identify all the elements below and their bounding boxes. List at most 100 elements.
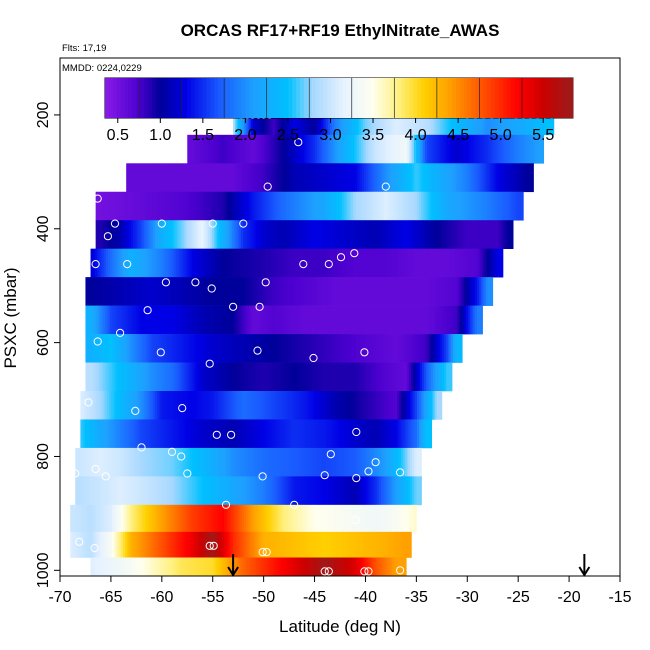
heatmap-cell	[374, 447, 378, 477]
heatmap-cell	[241, 305, 245, 335]
heatmap-cell	[204, 248, 208, 278]
heatmap-cell	[230, 334, 234, 363]
heatmap-cell	[387, 557, 391, 577]
heatmap-cell	[380, 107, 384, 136]
heatmap-cell	[265, 419, 268, 449]
heatmap-cell	[85, 362, 89, 392]
heatmap-cell	[137, 419, 141, 449]
heatmap-cell	[390, 391, 394, 420]
heatmap-cell	[288, 134, 292, 164]
heatmap-cell	[332, 248, 336, 278]
heatmap-cell	[348, 191, 352, 221]
heatmap-cell	[422, 305, 425, 335]
heatmap-cell	[312, 476, 316, 506]
heatmap-cell	[266, 557, 270, 577]
heatmap-cell	[252, 277, 256, 306]
heatmap-cell	[481, 277, 485, 306]
heatmap-cell	[235, 447, 239, 477]
heatmap-cell	[330, 557, 333, 577]
heatmap-cell	[357, 220, 361, 249]
heatmap-cell	[239, 277, 243, 306]
heatmap-cell	[114, 476, 118, 506]
heatmap-cell	[228, 305, 232, 335]
heatmap-cell	[270, 557, 274, 577]
heatmap-cell	[292, 557, 296, 577]
heatmap-cell	[356, 334, 359, 363]
heatmap-cell	[425, 163, 428, 193]
colorbar-segment	[112, 78, 118, 118]
flights-note: Flts: 17,19	[62, 43, 106, 54]
heatmap-cell	[456, 191, 460, 221]
heatmap-cell	[323, 504, 326, 533]
heatmap-cell	[166, 504, 170, 533]
heatmap-cell	[349, 504, 353, 533]
heatmap-cell	[166, 391, 169, 420]
sample-point	[208, 219, 217, 228]
heatmap-cell	[374, 248, 377, 278]
heatmap-cell	[213, 305, 216, 335]
heatmap-cell	[312, 334, 315, 363]
heatmap-cell	[205, 476, 208, 506]
heatmap-cell	[309, 220, 312, 249]
heatmap-cell	[100, 277, 104, 306]
heatmap-cell	[260, 220, 264, 249]
heatmap-cell	[135, 391, 138, 420]
y-tick-label: 800	[35, 443, 52, 470]
heatmap-cell	[376, 134, 380, 164]
heatmap-cell	[419, 334, 423, 363]
heatmap-cell	[126, 191, 130, 221]
heatmap-cell	[237, 557, 241, 577]
heatmap-cell	[459, 277, 463, 306]
heatmap-cell	[304, 220, 308, 249]
heatmap-cell	[427, 391, 431, 420]
heatmap-cell	[301, 476, 305, 506]
heatmap-cell	[350, 191, 354, 221]
colorbar-segment	[448, 78, 453, 118]
heatmap-cell	[307, 305, 311, 335]
heatmap-cell	[367, 531, 370, 558]
heatmap-cell	[453, 134, 457, 164]
heatmap-cell	[518, 191, 521, 221]
heatmap-cell	[299, 134, 303, 164]
heatmap-cell	[335, 191, 339, 221]
heatmap-cell	[181, 391, 185, 420]
heatmap-cell	[307, 277, 311, 306]
heatmap-cell	[312, 362, 315, 392]
heatmap-cell	[136, 531, 139, 558]
heatmap-cell	[269, 191, 273, 221]
heatmap-cell	[331, 504, 335, 533]
heatmap-cell	[327, 531, 331, 558]
heatmap-cell	[373, 362, 377, 392]
heatmap-cell	[143, 476, 147, 506]
heatmap-cell	[393, 334, 397, 363]
heatmap-cell	[337, 419, 341, 449]
heatmap-cell	[164, 305, 168, 335]
heatmap-cell	[248, 134, 252, 164]
heatmap-cell	[346, 391, 350, 420]
heatmap-cell	[500, 191, 504, 221]
heatmap-cell	[259, 504, 262, 533]
heatmap-cell	[290, 476, 294, 506]
heatmap-cell	[246, 557, 250, 577]
heatmap-cell	[111, 220, 114, 249]
heatmap-cell	[70, 531, 73, 558]
heatmap-cell	[271, 419, 275, 449]
heatmap-cell	[336, 134, 340, 164]
heatmap-cell	[375, 362, 379, 392]
y-tick-label: 1000	[35, 552, 52, 588]
heatmap-cell	[394, 447, 397, 477]
heatmap-cell	[150, 476, 153, 506]
heatmap-cell	[229, 191, 233, 221]
heatmap-cell	[200, 476, 204, 506]
heatmap-cell	[354, 447, 358, 477]
heatmap-cell	[352, 163, 356, 193]
heatmap-cell	[254, 334, 258, 363]
heatmap-cell	[127, 334, 130, 363]
heatmap-cell	[443, 220, 446, 249]
heatmap-cell	[473, 248, 476, 278]
heatmap-cell	[477, 134, 481, 164]
heatmap-cell	[160, 531, 163, 558]
heatmap-cell	[86, 419, 90, 449]
heatmap-cell	[145, 476, 149, 506]
heatmap-cell	[259, 277, 262, 306]
